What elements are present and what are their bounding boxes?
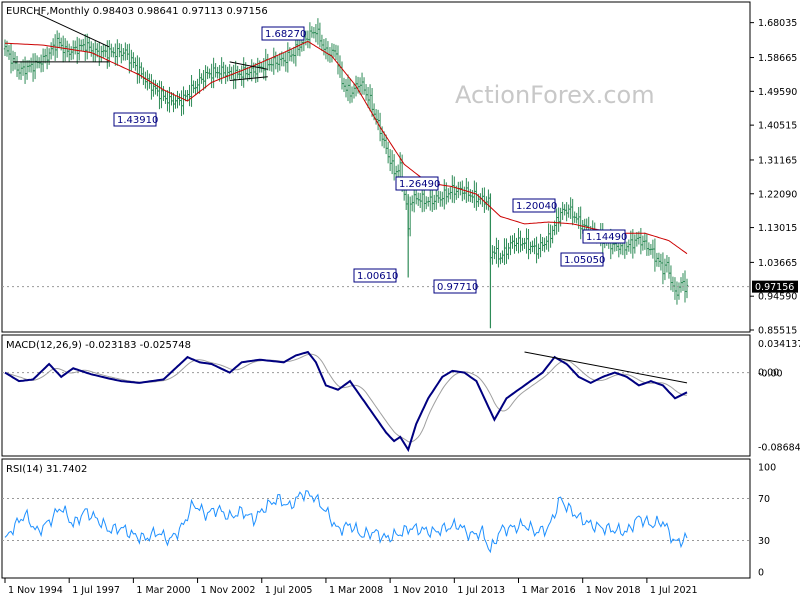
annotation-label: 1.20040 [516,201,557,212]
price-layer: 1.68270 1.43910 1.26490 1.00610 0.97710 1.200… [2,12,750,329]
rsi-y-tick-label: 70 [758,494,770,505]
macd-layer [2,350,750,453]
annotation-box [582,229,626,244]
price-y-tick-label: 1.13015 [758,223,797,234]
x-tick-label: 1 Jul 2005 [265,585,313,596]
x-tick-label: 1 Mar 2016 [522,585,576,596]
x-tick-label: 1 Nov 2002 [201,585,256,596]
annotation-box [353,268,397,283]
rsi-line [4,490,688,554]
macd-panel-frame [1,334,751,457]
x-tick-label: 1 Mar 2000 [136,585,190,596]
sma-line [4,40,688,255]
price-y-tick-label: 1.58665 [758,53,797,64]
trend-line [36,12,110,48]
rsi-y-tick-label: 0 [758,568,764,579]
price-y-tick-label: 1.68035 [758,18,797,29]
x-tick-label: 1 Jul 2021 [650,585,698,596]
annotation-label: 1.43910 [117,115,158,126]
rsi-panel-frame [1,458,751,579]
macd-signal-line [4,353,687,443]
annotation-label: 1.05050 [564,255,605,266]
macd-y-tick-label: 0.00 [758,368,779,379]
annotation-label: 1.26490 [399,179,440,190]
rsi-layer [2,490,750,554]
price-y-tick-label: 0.85515 [758,326,797,337]
macd-line [4,350,688,453]
macd-y-tick-label: 0.034137 [758,339,800,350]
price-y-tick-label: 1.22090 [758,189,797,200]
macd-y-tick-label: -0.086849 [758,443,800,454]
x-tick-label: 1 Jul 2013 [457,585,505,596]
annotation-box [395,176,439,191]
price-y-tick-label: 1.49590 [758,87,797,98]
trend-line [229,76,268,81]
axis-layer: 1.68035 1.58665 1.49590 1.40515 1.31165 1.220… [4,18,800,596]
annotation-label: 1.00610 [357,271,398,282]
annotation-box [433,279,477,294]
x-tick-label: 1 Mar 2008 [329,585,383,596]
annotation-label: 0.97710 [437,282,478,293]
rsi-y-tick-label: 100 [758,463,776,474]
price-y-tick-label: 0.94590 [758,292,797,303]
price-y-tick-label: 1.31165 [758,155,797,166]
current-price-box [752,280,798,293]
rsi-header: RSI(14) 31.7402 [6,464,87,475]
x-tick-label: 1 Nov 1994 [8,585,63,596]
current-price-label: 0.97156 [755,282,794,293]
price-y-tick-label: 1.03665 [758,258,797,269]
price-y-tick-label: 1.40515 [758,121,797,132]
price-header: EURCHF,Monthly 0.98403 0.98641 0.97113 0… [6,6,268,17]
x-tick-label: 1 Nov 2010 [393,585,448,596]
macd-y-tick-label: -0.00 [758,369,783,380]
macd-trend-line [524,351,688,384]
macd-header: MACD(12,26,9) -0.023183 -0.025748 [6,340,191,351]
trend-line [229,61,268,70]
annotation-box [113,112,157,127]
annotation-label: 1.14490 [586,232,627,243]
rsi-y-tick-label: 30 [758,536,770,547]
x-tick-label: 1 Jul 1997 [72,585,120,596]
x-tick-label: 1 Nov 2018 [586,585,641,596]
annotation-box [261,26,305,41]
annotation-label: 1.68270 [265,29,306,40]
annotation-box [512,198,556,213]
annotation-box [560,252,604,267]
watermark: ActionForex.com [455,81,655,109]
